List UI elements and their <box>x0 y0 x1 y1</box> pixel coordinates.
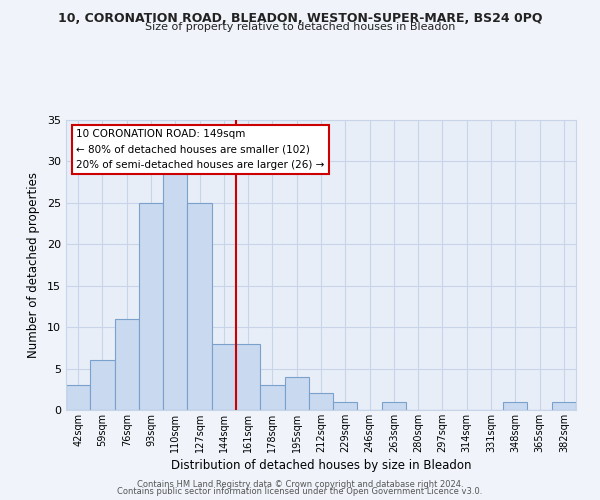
Bar <box>333 402 358 410</box>
Text: Contains HM Land Registry data © Crown copyright and database right 2024.: Contains HM Land Registry data © Crown c… <box>137 480 463 489</box>
Text: 10, CORONATION ROAD, BLEADON, WESTON-SUPER-MARE, BS24 0PQ: 10, CORONATION ROAD, BLEADON, WESTON-SUP… <box>58 12 542 26</box>
Bar <box>382 402 406 410</box>
Bar <box>187 203 212 410</box>
Bar <box>552 402 576 410</box>
Text: 10 CORONATION ROAD: 149sqm
← 80% of detached houses are smaller (102)
20% of sem: 10 CORONATION ROAD: 149sqm ← 80% of deta… <box>76 128 325 170</box>
Bar <box>66 385 90 410</box>
Text: Contains public sector information licensed under the Open Government Licence v3: Contains public sector information licen… <box>118 488 482 496</box>
Bar <box>212 344 236 410</box>
Bar <box>260 385 284 410</box>
Bar <box>163 170 187 410</box>
Text: Size of property relative to detached houses in Bleadon: Size of property relative to detached ho… <box>145 22 455 32</box>
Bar <box>503 402 527 410</box>
Bar <box>309 394 333 410</box>
Bar <box>284 377 309 410</box>
Bar <box>236 344 260 410</box>
X-axis label: Distribution of detached houses by size in Bleadon: Distribution of detached houses by size … <box>171 459 471 472</box>
Bar <box>139 203 163 410</box>
Bar <box>115 319 139 410</box>
Bar <box>90 360 115 410</box>
Y-axis label: Number of detached properties: Number of detached properties <box>27 172 40 358</box>
